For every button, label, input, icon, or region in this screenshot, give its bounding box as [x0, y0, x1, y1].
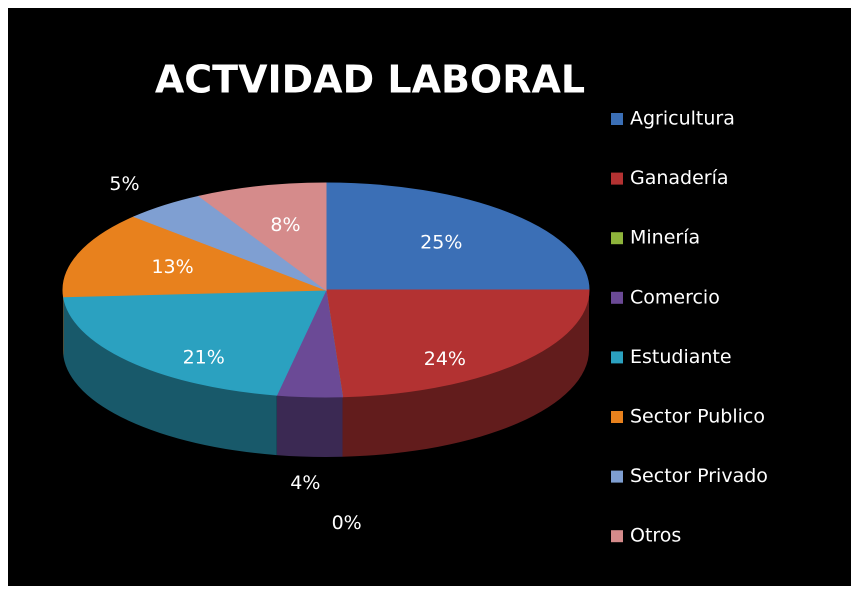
slice-side	[342, 290, 589, 457]
slice	[325, 289, 590, 398]
data-label: 0%	[332, 512, 362, 534]
slice	[198, 182, 327, 291]
legend-label: Minería	[630, 227, 700, 249]
slice	[325, 182, 590, 291]
slice	[62, 216, 327, 298]
legend-swatch	[611, 470, 623, 483]
data-label: 21%	[183, 346, 225, 368]
legend-swatch	[611, 232, 623, 245]
data-label: 4%	[290, 472, 320, 494]
legend-swatch	[611, 530, 623, 543]
data-label: 8%	[270, 214, 300, 236]
legend-swatch	[611, 113, 623, 125]
legend-swatch	[611, 172, 623, 185]
data-label: 24%	[424, 348, 466, 370]
legend-swatch	[611, 291, 623, 304]
slice-side	[63, 296, 277, 456]
chart-title: ACTVIDAD LABORAL	[155, 58, 585, 102]
legend-label: Sector Publico	[630, 406, 765, 428]
legend-swatch	[611, 411, 623, 423]
legend-label: Comercio	[630, 286, 720, 308]
data-label: 5%	[109, 173, 139, 195]
slice	[62, 289, 327, 396]
legend-label: Ganadería	[630, 167, 729, 189]
slice-side	[276, 395, 343, 457]
slice-side	[63, 290, 64, 357]
legend-label: Estudiante	[630, 346, 732, 368]
legend-label: Otros	[630, 525, 681, 547]
legend-label: Agricultura	[630, 108, 735, 130]
legend-swatch	[611, 351, 623, 364]
legend-label: Sector Privado	[630, 465, 768, 487]
data-label: 25%	[420, 232, 462, 254]
data-label: 13%	[151, 256, 193, 278]
